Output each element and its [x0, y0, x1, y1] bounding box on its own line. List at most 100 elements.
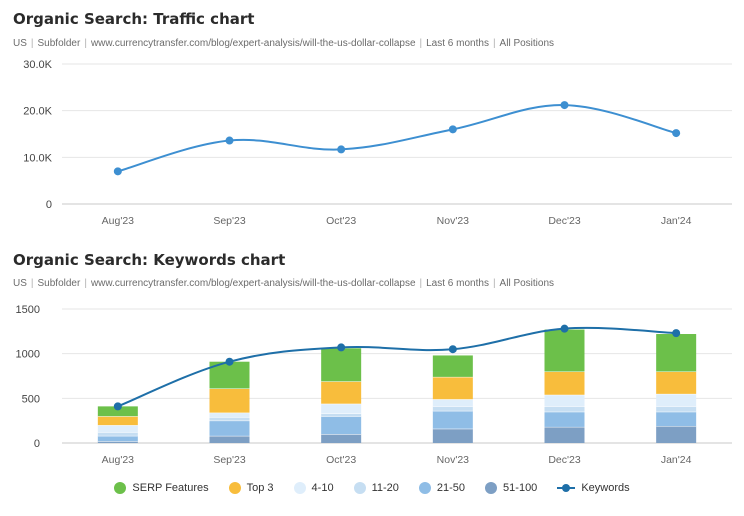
legend-11-20[interactable]: 11-20 — [353, 482, 399, 494]
traffic-point — [560, 101, 569, 110]
bar-segment — [432, 406, 473, 411]
y-tick-label: 0 — [46, 199, 52, 211]
bar-segment — [321, 403, 362, 414]
y-tick-label: 0 — [34, 438, 40, 450]
legend-label: 4-10 — [311, 482, 334, 494]
x-tick-label: Oct'23 — [326, 454, 356, 466]
keywords-point — [337, 343, 346, 352]
subtitle-period: Last 6 months — [426, 38, 489, 49]
bar-segment — [321, 348, 362, 382]
bar-segment — [321, 381, 362, 404]
legend-serp-features-swatch — [114, 482, 127, 494]
x-tick-label: Nov'23 — [437, 215, 470, 227]
keywords-series-line — [117, 326, 677, 408]
bar-segment — [432, 376, 473, 400]
legend-serp-features[interactable]: SERP Features — [114, 482, 209, 494]
bar-segment — [209, 435, 250, 443]
bar-segment — [321, 434, 362, 443]
bar-segment — [209, 417, 250, 421]
bar-segment — [544, 371, 585, 395]
keywords-chart: 0 500 1000 1500 Aug'23 Sep'23 Oct'23 Nov'23 Dec'… — [16, 304, 732, 466]
subtitle-positions: All Positions — [499, 38, 555, 49]
legend-21-50-swatch — [418, 482, 431, 494]
bar-segment — [97, 435, 138, 442]
legend-top-3-swatch — [228, 482, 241, 494]
bar-segment — [321, 416, 362, 435]
legend-label: SERP Features — [132, 482, 209, 494]
traffic-point — [672, 129, 681, 138]
x-tick-label: Nov'23 — [437, 454, 470, 466]
traffic-point — [113, 167, 122, 176]
bar-segment — [656, 411, 697, 427]
bar-segment — [656, 406, 697, 412]
legend-4-10-swatch — [293, 482, 306, 494]
bar-segment — [656, 393, 697, 407]
bar-segment — [97, 416, 138, 426]
subtitle-url: www.currencytransfer.com/blog/expert-ana… — [90, 38, 416, 49]
keywords-point — [448, 345, 457, 354]
keywords-point — [672, 329, 681, 338]
bar-segment — [544, 411, 585, 427]
bar-segment — [209, 412, 250, 418]
y-tick-label: 30.0K — [23, 59, 52, 71]
legend-label: 11-20 — [371, 482, 399, 494]
legend-21-50[interactable]: 21-50 — [418, 482, 466, 494]
bar-segment — [544, 394, 585, 407]
x-tick-label: Oct'23 — [326, 215, 356, 227]
traffic-series-line — [117, 104, 677, 173]
bar-segment — [656, 426, 697, 443]
traffic-chart-title: Organic Search: Traffic chart — [13, 10, 255, 28]
legend-11-20-swatch — [353, 482, 366, 494]
keywords-chart-subtitle: US | Subfolder | www.currencytransfer.com/bl… — [13, 278, 555, 289]
keywords-legend: SERP Features Top 3 4-10 11-20 21-50 51-… — [0, 482, 744, 494]
y-tick-label: 20.0K — [23, 106, 52, 118]
y-tick-label: 500 — [22, 393, 40, 405]
bar-segment — [544, 406, 585, 412]
x-tick-label: Sep'23 — [213, 215, 246, 227]
keywords-chart-title: Organic Search: Keywords chart — [13, 251, 286, 269]
subtitle-country: US — [13, 38, 27, 49]
legend-51-100[interactable]: 51-100 — [485, 482, 537, 494]
legend-top-3[interactable]: Top 3 — [228, 482, 274, 494]
traffic-point — [225, 136, 234, 145]
keywords-point — [560, 324, 569, 333]
x-tick-label: Dec'23 — [548, 454, 581, 466]
subtitle-period: Last 6 months — [426, 278, 489, 289]
bar-segment — [656, 334, 697, 372]
traffic-point — [337, 145, 346, 154]
x-tick-label: Sep'23 — [213, 454, 246, 466]
traffic-point — [448, 125, 457, 134]
legend-label: 51-100 — [503, 482, 538, 494]
legend-label: Keywords — [581, 482, 630, 494]
x-tick-label: Jan'24 — [661, 215, 692, 227]
traffic-chart-subtitle: US | Subfolder | www.currencytransfer.com/bl… — [13, 38, 555, 49]
bar-segment — [432, 355, 473, 377]
bar-segment — [432, 428, 473, 443]
bar-segment — [656, 371, 697, 394]
x-tick-label: Jan'24 — [661, 454, 692, 466]
bar-segment — [97, 425, 138, 433]
subtitle-scope: Subfolder — [37, 278, 81, 289]
bar-segment — [209, 388, 250, 413]
legend-label: 21-50 — [436, 482, 466, 494]
bar-segment — [544, 329, 585, 372]
legend-label: Top 3 — [246, 482, 274, 494]
keywords-point — [113, 402, 122, 411]
bar-segment — [544, 426, 585, 443]
bar-segment — [321, 413, 362, 417]
subtitle-url: www.currencytransfer.com/blog/expert-ana… — [90, 278, 416, 289]
x-tick-label: Aug'23 — [102, 215, 135, 227]
legend-keywords-line-icon — [557, 482, 576, 494]
legend-keywords[interactable]: Keywords — [557, 482, 630, 494]
y-tick-label: 1500 — [16, 304, 40, 316]
legend-4-10[interactable]: 4-10 — [293, 482, 334, 494]
subtitle-positions: All Positions — [499, 278, 555, 289]
legend-51-100-swatch — [485, 482, 498, 494]
x-tick-label: Dec'23 — [548, 215, 581, 227]
bar-segment — [97, 432, 138, 436]
bar-segment — [97, 441, 138, 443]
y-tick-label: 10.0K — [23, 152, 52, 164]
y-tick-label: 1000 — [16, 349, 40, 361]
x-tick-label: Aug'23 — [102, 454, 135, 466]
subtitle-country: US — [13, 278, 27, 289]
